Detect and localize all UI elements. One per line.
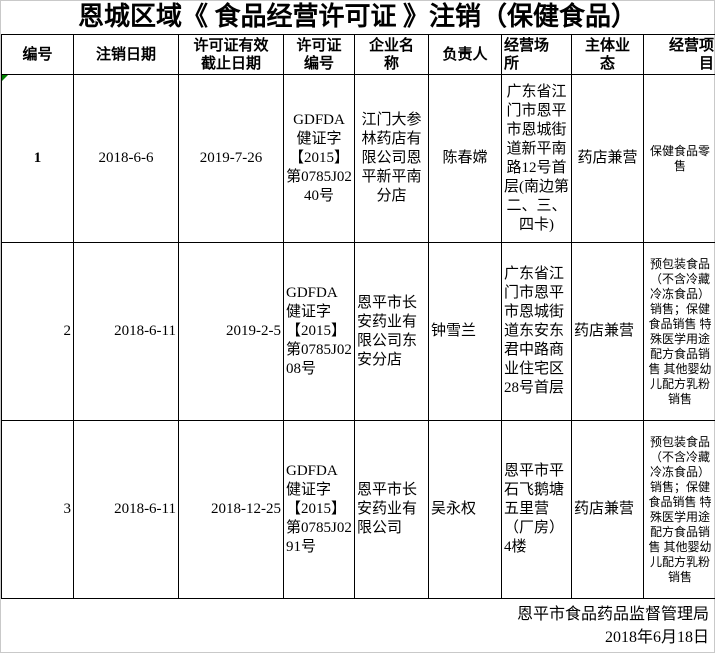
footer-date: 2018年6月18日 (604, 629, 709, 646)
col-header-expiry-date: 许可证有效 截止日期 (178, 34, 284, 75)
cell-license-no: GDFDA健证字【2015】第0785J0240号 (283, 74, 355, 243)
col-header-business-type: 主体业 态 (571, 34, 644, 75)
cell-cancel-date: 2018-6-11 (73, 420, 179, 599)
cell-company: 恩平市长安药业有限公司 (354, 420, 429, 599)
table-row: 3 2018-6-11 2018-12-25 GDFDA健证字【2015】第07… (1, 420, 715, 599)
footer: 恩平市食品药品监督管理局 2018年6月18日 (1, 603, 714, 649)
footer-issuer: 恩平市食品药品监督管理局 (516, 606, 709, 623)
cell-business-items: 预包装食品（不含冷藏冷冻食品）销售；保健食品销售 特殊医学用途配方食品销售 其他… (643, 242, 715, 421)
header-row: 编号 注销日期 许可证有效 截止日期 许可证 编号 企业名 称 负责人 经营场 … (1, 34, 715, 75)
cell-company: 恩平市长安药业有限公司东安分店 (354, 242, 429, 421)
cell-business-type: 药店兼营 (571, 420, 644, 599)
cell-business-items: 保健食品零售 (643, 74, 715, 243)
cell-license-no: GDFDA健证字【2015】第0785J0208号 (283, 242, 355, 421)
table-row: 2 2018-6-11 2019-2-5 GDFDA健证字【2015】第0785… (1, 242, 715, 421)
cell-business-type: 药店兼营 (571, 74, 644, 243)
col-header-license-no: 许可证 编号 (283, 34, 355, 75)
cell-person: 陈春嫦 (428, 74, 502, 243)
cell-premises: 恩平市平石飞鹅塘五里营（厂房）4楼 (501, 420, 572, 599)
cell-person: 钟雪兰 (428, 242, 502, 421)
cell-business-type: 药店兼营 (571, 242, 644, 421)
page-title: 恩城区域《 食品经营许可证 》注销（保健食品） (77, 2, 637, 31)
cell-cancel-date: 2018-6-11 (73, 242, 179, 421)
excel-error-indicator-icon (2, 75, 8, 81)
cell-expiry-date: 2019-7-26 (178, 74, 284, 243)
cell-number: 3 (1, 420, 74, 599)
col-header-premises: 经营场 所 (501, 34, 572, 75)
cell-number: 1 (1, 74, 74, 243)
col-header-company: 企业名 称 (354, 34, 429, 75)
col-header-business-items: 经营项 目 (643, 34, 715, 75)
col-header-number: 编号 (1, 34, 74, 75)
col-header-cancel-date: 注销日期 (73, 34, 179, 75)
col-header-person: 负责人 (428, 34, 502, 75)
cell-number: 2 (1, 242, 74, 421)
cell-business-items: 预包装食品（不含冷藏冷冻食品）销售；保健食品销售 特殊医学用途配方食品销售 其他… (643, 420, 715, 599)
cell-license-no: GDFDA健证字【2015】第0785J0291号 (283, 420, 355, 599)
table-row: 1 2018-6-6 2019-7-26 GDFDA健证字【2015】第0785… (1, 74, 715, 243)
license-cancellation-table: 编号 注销日期 许可证有效 截止日期 许可证 编号 企业名 称 负责人 经营场 … (1, 34, 715, 599)
cell-company: 江门大参林药店有限公司恩平新平南分店 (354, 74, 429, 243)
cell-expiry-date: 2019-2-5 (178, 242, 284, 421)
cell-number-text: 1 (33, 150, 42, 166)
cell-person: 吴永权 (428, 420, 502, 599)
cell-premises: 广东省江门市恩平市恩城街道新平南路12号首层(南边第二、三、四卡) (501, 74, 572, 243)
cell-expiry-date: 2018-12-25 (178, 420, 284, 599)
cell-premises: 广东省江门市恩平市恩城街道东安东君中路商业住宅区28号首层 (501, 242, 572, 421)
cell-cancel-date: 2018-6-6 (73, 74, 179, 243)
